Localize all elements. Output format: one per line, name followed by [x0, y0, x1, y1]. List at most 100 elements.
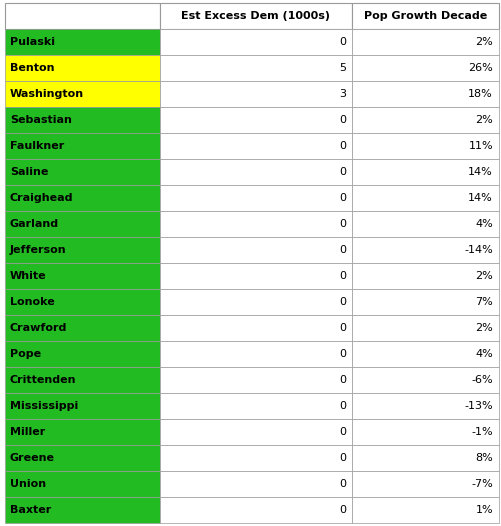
Bar [351, 263, 498, 289]
Text: Crittenden: Crittenden [10, 375, 76, 385]
Bar [160, 393, 351, 419]
Bar [351, 55, 498, 81]
Bar [351, 471, 498, 497]
Text: 2%: 2% [474, 271, 492, 281]
Text: 0: 0 [338, 479, 345, 489]
Text: Lonoke: Lonoke [10, 297, 55, 307]
Bar [5, 185, 160, 211]
Text: 0: 0 [338, 297, 345, 307]
Bar [160, 497, 351, 523]
Text: 0: 0 [338, 193, 345, 203]
Text: Sebastian: Sebastian [10, 115, 72, 125]
Text: 0: 0 [338, 375, 345, 385]
Text: White: White [10, 271, 47, 281]
Text: 14%: 14% [467, 167, 492, 177]
Text: 0: 0 [338, 271, 345, 281]
Text: 0: 0 [338, 141, 345, 151]
Text: 2%: 2% [474, 323, 492, 333]
Bar [351, 159, 498, 185]
Text: 3: 3 [338, 89, 345, 99]
Bar [160, 185, 351, 211]
Text: 2%: 2% [474, 115, 492, 125]
Text: 11%: 11% [467, 141, 492, 151]
Text: -13%: -13% [463, 401, 492, 411]
Text: 0: 0 [338, 167, 345, 177]
Bar [160, 419, 351, 445]
Text: 0: 0 [338, 505, 345, 515]
Text: 1%: 1% [474, 505, 492, 515]
Bar [351, 393, 498, 419]
Bar [5, 55, 160, 81]
Bar [351, 419, 498, 445]
Bar [5, 471, 160, 497]
Bar [5, 419, 160, 445]
Text: 0: 0 [338, 245, 345, 255]
Text: Craighead: Craighead [10, 193, 73, 203]
Bar [5, 159, 160, 185]
Text: 14%: 14% [467, 193, 492, 203]
Text: Greene: Greene [10, 453, 55, 463]
Bar [351, 367, 498, 393]
Text: 2%: 2% [474, 37, 492, 47]
Bar [5, 237, 160, 263]
Text: 8%: 8% [474, 453, 492, 463]
Bar [5, 315, 160, 341]
Text: -7%: -7% [470, 479, 492, 489]
Bar [160, 263, 351, 289]
Bar [160, 107, 351, 133]
Bar [160, 159, 351, 185]
Bar [351, 185, 498, 211]
Bar [5, 393, 160, 419]
Bar [351, 237, 498, 263]
Bar [351, 107, 498, 133]
Text: Union: Union [10, 479, 46, 489]
Bar [351, 133, 498, 159]
Text: 4%: 4% [474, 349, 492, 359]
Bar [351, 315, 498, 341]
Text: 0: 0 [338, 349, 345, 359]
Text: -1%: -1% [470, 427, 492, 437]
Text: Crawford: Crawford [10, 323, 67, 333]
Bar [5, 81, 160, 107]
Bar [5, 367, 160, 393]
Text: 0: 0 [338, 115, 345, 125]
Text: Benton: Benton [10, 63, 55, 73]
Text: Mississippi: Mississippi [10, 401, 78, 411]
Text: 0: 0 [338, 427, 345, 437]
Bar [160, 367, 351, 393]
Bar [5, 263, 160, 289]
Bar [5, 497, 160, 523]
Bar [160, 3, 351, 29]
Text: 0: 0 [338, 219, 345, 229]
Text: Pulaski: Pulaski [10, 37, 55, 47]
Text: 0: 0 [338, 401, 345, 411]
Text: 0: 0 [338, 37, 345, 47]
Bar [351, 341, 498, 367]
Text: Miller: Miller [10, 427, 45, 437]
Bar [160, 211, 351, 237]
Text: Garland: Garland [10, 219, 59, 229]
Bar [351, 211, 498, 237]
Bar [5, 133, 160, 159]
Bar [5, 211, 160, 237]
Bar [160, 445, 351, 471]
Text: 26%: 26% [467, 63, 492, 73]
Text: 0: 0 [338, 453, 345, 463]
Bar [5, 3, 160, 29]
Bar [351, 497, 498, 523]
Text: 0: 0 [338, 323, 345, 333]
Bar [160, 81, 351, 107]
Text: 5: 5 [338, 63, 345, 73]
Text: Baxter: Baxter [10, 505, 51, 515]
Text: Faulkner: Faulkner [10, 141, 64, 151]
Bar [160, 237, 351, 263]
Bar [351, 445, 498, 471]
Bar [5, 29, 160, 55]
Text: 18%: 18% [467, 89, 492, 99]
Bar [5, 289, 160, 315]
Text: 7%: 7% [474, 297, 492, 307]
Text: Washington: Washington [10, 89, 84, 99]
Bar [351, 3, 498, 29]
Text: -14%: -14% [463, 245, 492, 255]
Bar [5, 107, 160, 133]
